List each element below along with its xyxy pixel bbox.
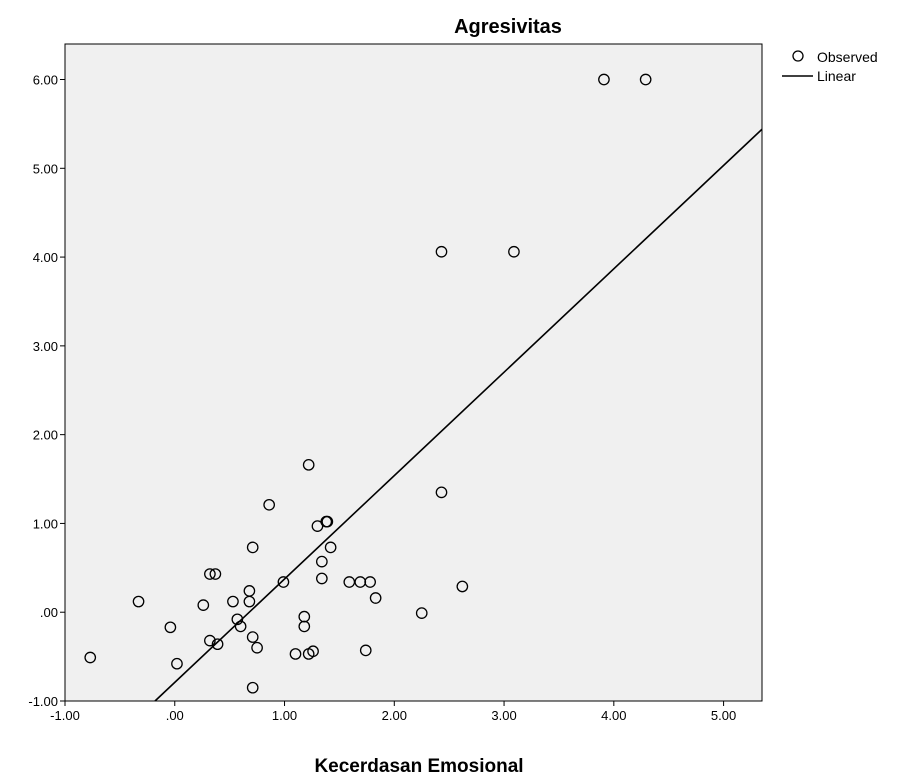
observed-point <box>324 541 337 554</box>
observed-point <box>164 621 177 634</box>
y-tick-label: 6.00 <box>33 73 58 88</box>
observed-point <box>369 592 382 604</box>
observed-point <box>364 576 376 588</box>
observed-point <box>132 595 145 608</box>
observed-point <box>84 651 97 664</box>
observed-point <box>289 648 302 660</box>
observed-point <box>315 555 328 568</box>
legend-linear-label: Linear <box>817 68 856 84</box>
observed-point <box>359 644 372 657</box>
y-tick-label: 3.00 <box>33 339 58 354</box>
chart-title: Agresivitas <box>454 16 562 38</box>
observed-point <box>435 245 448 258</box>
y-tick-label: 2.00 <box>33 428 58 443</box>
observed-point <box>251 641 263 654</box>
plot-area <box>64 43 763 702</box>
observed-point <box>315 572 328 585</box>
observed-point <box>243 595 256 608</box>
observed-point <box>246 631 259 643</box>
legend-observed-label: Observed <box>817 49 878 65</box>
data-marks <box>84 73 763 702</box>
y-tick-label: -1.00 <box>28 694 58 709</box>
observed-point <box>639 73 652 86</box>
x-tick-label: 2.00 <box>382 708 407 723</box>
observed-point <box>307 645 319 658</box>
observed-point <box>415 607 428 619</box>
observed-point <box>302 458 315 471</box>
observed-point <box>211 638 224 651</box>
x-tick-label: -1.00 <box>50 708 80 723</box>
observed-point <box>204 568 216 580</box>
observed-point <box>456 580 469 593</box>
y-tick-label: 1.00 <box>33 516 58 531</box>
observed-point <box>227 595 239 608</box>
y-axis: -1.00 .00 1.00 2.00 3.00 4.00 5.00 6.00 <box>28 73 65 709</box>
x-tick-label: 1.00 <box>272 708 297 723</box>
observed-point <box>321 515 334 528</box>
legend-observed-marker <box>792 50 804 62</box>
x-tick-label: 5.00 <box>711 708 736 723</box>
y-tick-label: .00 <box>40 605 58 620</box>
observed-point <box>204 634 216 647</box>
observed-point <box>197 599 210 611</box>
x-tick-label: 4.00 <box>601 708 626 723</box>
observed-point <box>263 498 276 511</box>
observed-point <box>246 541 259 554</box>
x-tick-label: 3.00 <box>491 708 516 723</box>
x-tick-label: .00 <box>166 708 184 723</box>
observed-point <box>435 486 448 499</box>
legend: Observed Linear <box>782 49 878 84</box>
x-axis: -1.00 .00 1.00 2.00 3.00 4.00 5.00 <box>50 701 736 723</box>
observed-point <box>246 681 259 694</box>
observed-point <box>171 657 183 670</box>
observed-point <box>598 73 610 86</box>
observed-point <box>277 576 290 588</box>
y-tick-label: 5.00 <box>33 161 58 176</box>
observed-point <box>508 245 520 258</box>
fit-line-linear <box>154 128 763 702</box>
observed-point <box>209 568 222 580</box>
y-tick-label: 4.00 <box>33 250 58 265</box>
observed-point <box>298 620 311 633</box>
x-axis-label: Kecerdasan Emosional <box>314 756 523 777</box>
